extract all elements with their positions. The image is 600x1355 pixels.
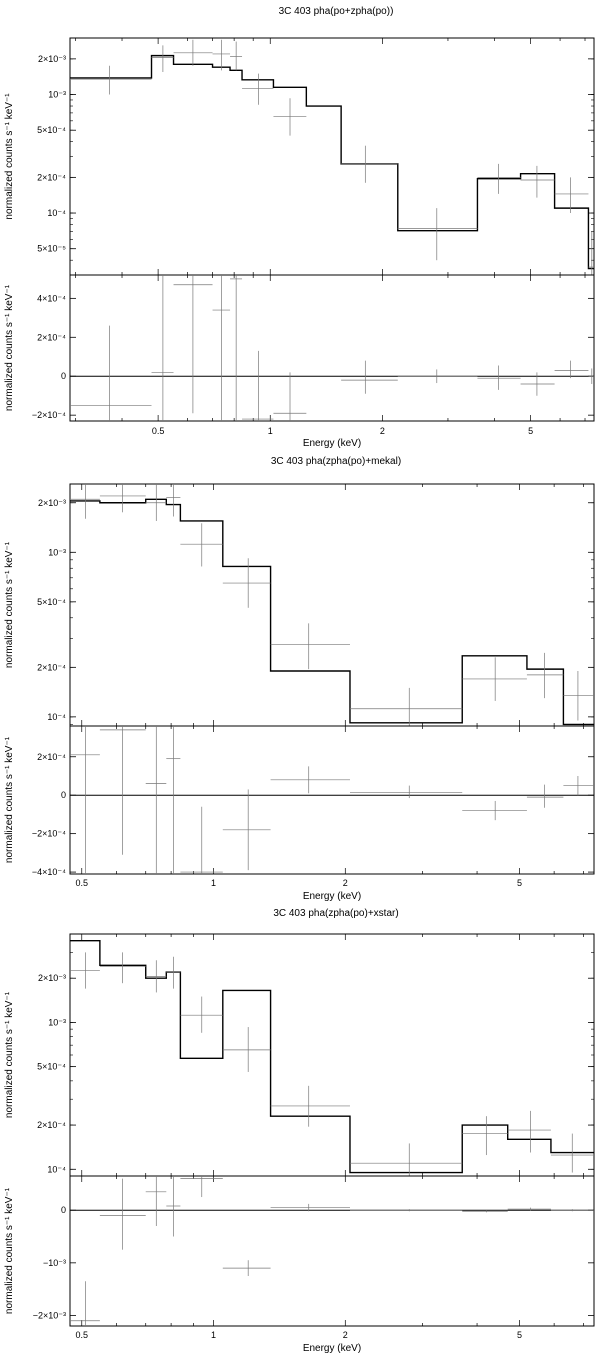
y-tick-label: 2×10⁻⁴ (37, 172, 66, 182)
y-tick-label: 2×10⁻⁴ (37, 752, 66, 762)
x-axis-label: Energy (keV) (303, 1343, 361, 1354)
y-tick-label: 2×10⁻⁴ (37, 332, 66, 342)
x-tick-label: 1 (211, 1330, 216, 1340)
residual-panel-frame (69, 1175, 595, 1327)
residual-panel-frame (69, 274, 595, 422)
y-tick-label: 0 (61, 790, 66, 800)
x-tick-label: 0.5 (76, 1330, 89, 1340)
y-axis-label: normalized counts s⁻¹ keV⁻¹ (4, 93, 15, 220)
model-step-line (70, 498, 594, 726)
x-tick-label: 0.5 (152, 426, 165, 436)
x-tick-label: 5 (528, 426, 533, 436)
y-tick-label: −2×10⁻³ (33, 1310, 66, 1320)
y-axis-label: normalized counts s⁻¹ keV⁻¹ (4, 284, 15, 411)
y-tick-label: 2×10⁻⁴ (37, 1120, 66, 1130)
y-tick-label: 5×10⁻⁴ (37, 125, 66, 135)
model-step-line (70, 940, 594, 1174)
y-tick-label: 2×10⁻³ (38, 498, 66, 508)
y-tick-label: 5×10⁻⁵ (37, 244, 66, 254)
y-tick-label: −2×10⁻⁴ (32, 410, 66, 420)
y-tick-label: 0 (61, 1205, 66, 1215)
chart-title: 3C 403 pha(zpha(po)+mekal) (271, 456, 401, 467)
x-tick-label: 0.5 (76, 878, 89, 888)
x-tick-label: 5 (517, 878, 522, 888)
x-axis-label: Energy (keV) (303, 438, 361, 449)
y-axis-label: normalized counts s⁻¹ keV⁻¹ (4, 1187, 15, 1314)
y-axis-label: normalized counts s⁻¹ keV⁻¹ (4, 541, 15, 668)
x-tick-label: 1 (268, 426, 273, 436)
y-tick-label: −2×10⁻⁴ (32, 829, 66, 839)
y-axis-label: normalized counts s⁻¹ keV⁻¹ (4, 991, 15, 1118)
x-tick-label: 5 (517, 1330, 522, 1340)
y-tick-label: 5×10⁻⁴ (37, 1062, 66, 1072)
y-tick-label: 10⁻³ (48, 1017, 66, 1027)
y-tick-label: 10⁻³ (48, 90, 66, 100)
y-tick-label: −10⁻³ (43, 1258, 66, 1268)
y-tick-label: 5×10⁻⁴ (37, 597, 66, 607)
x-axis-label: Energy (keV) (303, 891, 361, 902)
residual-panel-frame (69, 725, 595, 875)
x-tick-label: 2 (343, 1330, 348, 1340)
y-tick-label: 2×10⁻³ (38, 54, 66, 64)
x-tick-label: 2 (380, 426, 385, 436)
y-tick-label: 4×10⁻⁴ (37, 293, 66, 303)
y-tick-label: 2×10⁻⁴ (37, 662, 66, 672)
x-tick-label: 2 (343, 878, 348, 888)
x-tick-label: 1 (211, 878, 216, 888)
y-tick-label: 0 (61, 371, 66, 381)
y-tick-label: 10⁻⁴ (47, 712, 66, 722)
y-tick-label: 10⁻⁴ (47, 208, 66, 218)
y-tick-label: −4×10⁻⁴ (32, 867, 66, 877)
chart-title: 3C 403 pha(zpha(po)+xstar) (273, 908, 398, 919)
y-tick-label: 2×10⁻³ (38, 973, 66, 983)
y-axis-label: normalized counts s⁻¹ keV⁻¹ (4, 736, 15, 863)
chart-title: 3C 403 pha(po+zpha(po)) (279, 6, 394, 17)
y-tick-label: 10⁻⁴ (47, 1164, 66, 1174)
y-tick-label: 10⁻³ (48, 547, 66, 557)
